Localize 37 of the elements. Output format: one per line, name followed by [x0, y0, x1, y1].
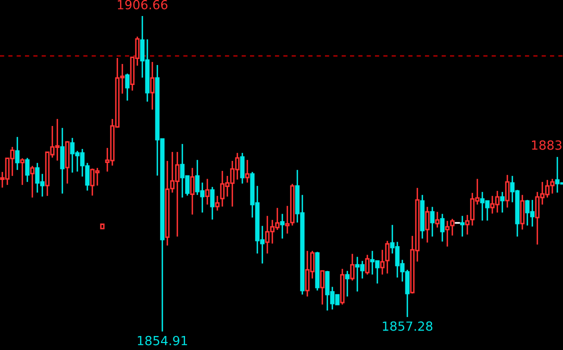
annotation: 1883	[532, 140, 562, 150]
candlestick	[380, 249, 385, 276]
candlestick	[205, 178, 210, 206]
candlestick	[385, 240, 390, 274]
candlestick	[190, 167, 195, 216]
candlestick	[365, 254, 370, 276]
candlestick	[20, 158, 25, 186]
candlestick	[215, 195, 220, 212]
candlestick	[60, 127, 65, 194]
candlestick	[555, 156, 560, 194]
annotation: 1906.66	[118, 0, 168, 10]
candlestick	[210, 186, 215, 220]
candlestick	[280, 213, 285, 240]
annotation: 1857.28	[382, 321, 432, 331]
candlestick	[440, 213, 445, 242]
annotation: 1854.91	[138, 336, 188, 346]
candlestick	[460, 215, 465, 238]
candlestick	[125, 72, 130, 102]
candlestick	[505, 174, 510, 208]
candlestick	[350, 253, 355, 282]
candlestick	[150, 61, 155, 110]
candlestick	[345, 270, 350, 298]
candlestick	[285, 205, 290, 234]
candlestick	[25, 157, 30, 183]
candlestick	[425, 206, 430, 244]
candlestick	[245, 159, 250, 184]
candlestick	[500, 191, 505, 214]
candlestick	[15, 136, 20, 171]
candlestick	[450, 218, 455, 236]
candlestick	[445, 220, 450, 248]
candlestick	[520, 194, 525, 230]
candlestick	[320, 270, 325, 306]
candlestick	[30, 165, 35, 198]
candlestick	[240, 152, 245, 184]
candlestick	[465, 214, 470, 236]
candlestick	[430, 206, 435, 238]
candlestick	[435, 211, 440, 228]
